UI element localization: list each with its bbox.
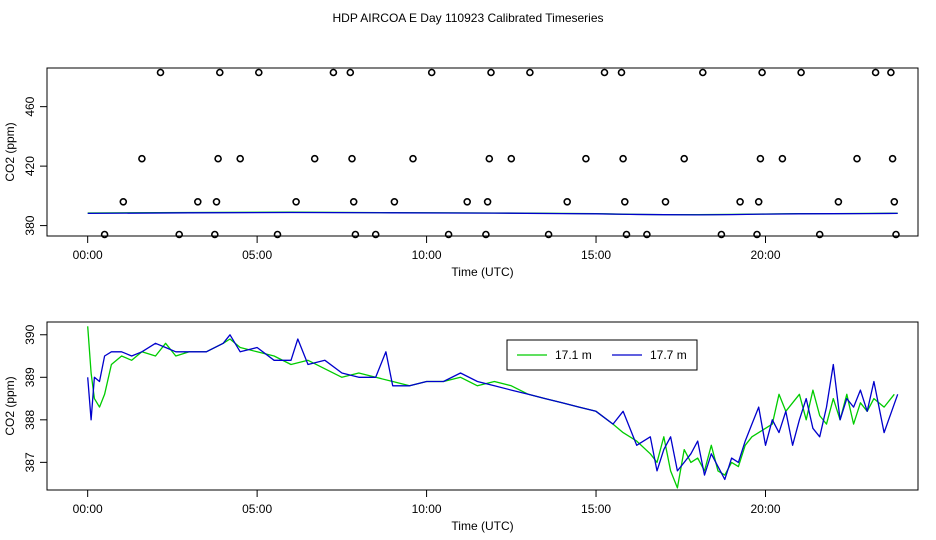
calibration-point bbox=[563, 198, 572, 206]
calibration-point bbox=[617, 68, 626, 77]
calibration-point bbox=[216, 68, 224, 77]
calibration-point bbox=[348, 154, 356, 163]
x-tick-label: 05:00 bbox=[242, 502, 272, 516]
calibration-point bbox=[507, 154, 516, 163]
calibration-point bbox=[119, 198, 128, 206]
calibration-point bbox=[483, 198, 492, 206]
y-tick-label: 460 bbox=[23, 96, 37, 116]
calibration-point bbox=[273, 230, 282, 239]
y-axis-label: CO2 (ppm) bbox=[3, 122, 17, 181]
calibration-point bbox=[756, 154, 765, 163]
series-line-17-7-m bbox=[87, 211, 898, 216]
x-tick-label: 10:00 bbox=[412, 248, 442, 262]
y-tick-label: 390 bbox=[23, 324, 37, 344]
calibration-point bbox=[212, 198, 221, 206]
x-tick-label: 20:00 bbox=[750, 502, 780, 516]
plot-area bbox=[87, 211, 898, 216]
calibration-point bbox=[292, 198, 300, 206]
y-tick-label: 388 bbox=[23, 409, 37, 429]
plot-frame bbox=[46, 321, 919, 491]
calibration-point bbox=[444, 230, 453, 239]
bottom-panel: 00:00 05:00 10:00 15:00 20:00 387 388 389 390 Tim… bbox=[3, 321, 919, 533]
calibration-point bbox=[815, 230, 824, 239]
calibration-point bbox=[698, 68, 707, 77]
calibration-point bbox=[620, 198, 629, 206]
calibration-point bbox=[214, 154, 222, 163]
x-tick-label: 05:00 bbox=[242, 248, 272, 262]
calibration-point bbox=[643, 230, 651, 239]
x-tick-label: 00:00 bbox=[73, 248, 103, 262]
chart-title: HDP AIRCOA E Day 110923 Calibrated Times… bbox=[332, 11, 603, 25]
calibration-point bbox=[194, 198, 202, 206]
calibration-point bbox=[156, 68, 165, 77]
y-tick-label: 389 bbox=[23, 367, 37, 387]
plot-frame bbox=[46, 67, 919, 237]
calibration-point bbox=[753, 230, 761, 239]
calibration-point bbox=[887, 68, 895, 77]
calibration-point bbox=[329, 68, 338, 77]
calibration-point bbox=[717, 230, 726, 239]
calibration-point bbox=[175, 230, 183, 239]
calibration-point bbox=[619, 154, 627, 163]
calibration-point bbox=[254, 68, 263, 77]
y-axis-label: CO2 (ppm) bbox=[3, 376, 17, 435]
calibration-point bbox=[138, 154, 146, 163]
calibration-point bbox=[834, 198, 843, 206]
x-tick-label: 00:00 bbox=[73, 502, 103, 516]
calibration-point bbox=[680, 154, 689, 163]
calibration-point bbox=[797, 68, 805, 77]
calibration-point bbox=[100, 230, 109, 239]
legend-label: 17.1 m bbox=[555, 348, 592, 362]
calibration-point bbox=[754, 198, 763, 206]
calibration-point bbox=[427, 68, 436, 77]
y-tick-label: 420 bbox=[23, 156, 37, 176]
calibration-point bbox=[778, 154, 787, 163]
x-tick-label: 15:00 bbox=[581, 502, 611, 516]
series-line-17-7-m bbox=[87, 334, 899, 481]
calibration-point bbox=[600, 68, 609, 77]
x-tick-label: 15:00 bbox=[581, 248, 611, 262]
calibration-point bbox=[211, 230, 219, 239]
calibration-point bbox=[390, 198, 399, 206]
calibration-point bbox=[758, 68, 766, 77]
calibration-point bbox=[482, 230, 490, 239]
calibration-point bbox=[349, 198, 358, 206]
calibration-point bbox=[371, 230, 380, 239]
x-tick-label: 10:00 bbox=[412, 502, 442, 516]
x-axis-label: Time (UTC) bbox=[451, 265, 513, 279]
calibration-point bbox=[236, 154, 244, 163]
calibration-point bbox=[892, 230, 900, 239]
calibration-point bbox=[526, 68, 534, 77]
calibration-point bbox=[485, 154, 494, 163]
y-tick-label: 387 bbox=[23, 452, 37, 472]
calibration-point bbox=[487, 68, 495, 77]
calibration-point bbox=[853, 154, 861, 163]
calibration-point bbox=[890, 198, 899, 206]
x-tick-label: 20:00 bbox=[750, 248, 780, 262]
calibration-point bbox=[622, 230, 631, 239]
calibration-point bbox=[871, 68, 880, 77]
calibration-point bbox=[409, 154, 417, 163]
calibration-point bbox=[463, 198, 472, 206]
calibration-point bbox=[544, 230, 553, 239]
top-panel: 00:00 05:00 10:00 15:00 20:00 380 420 460 Time (… bbox=[3, 67, 919, 279]
plot-area bbox=[87, 326, 899, 489]
calibration-point bbox=[888, 154, 897, 163]
calibration-point bbox=[661, 198, 670, 206]
calibration-point bbox=[351, 230, 360, 239]
y-tick-label: 380 bbox=[23, 215, 37, 235]
calibration-point bbox=[582, 154, 590, 163]
legend-label: 17.7 m bbox=[650, 348, 687, 362]
x-axis-label: Time (UTC) bbox=[451, 519, 513, 533]
calibration-point bbox=[346, 68, 355, 77]
calibration-point bbox=[310, 154, 319, 163]
calibration-point bbox=[736, 198, 744, 206]
